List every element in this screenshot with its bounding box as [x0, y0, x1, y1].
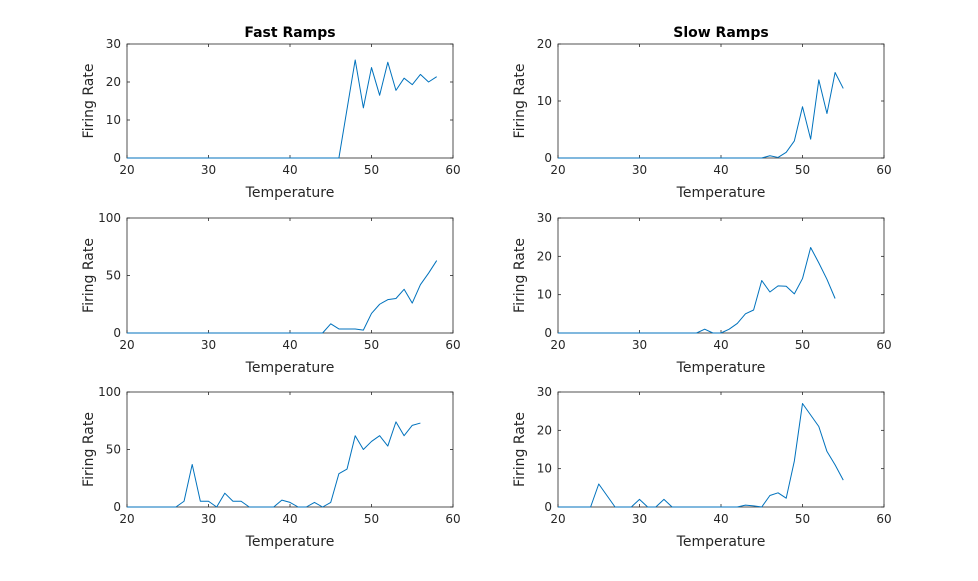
x-tick-label: 20	[119, 163, 134, 177]
y-tick-label: 0	[544, 151, 552, 165]
x-tick-label: 40	[282, 163, 297, 177]
y-axis-label: Firing Rate	[81, 238, 97, 313]
x-tick-label: 40	[713, 163, 728, 177]
x-tick-label: 60	[876, 512, 891, 526]
x-tick-label: 20	[550, 163, 565, 177]
x-tick-label: 40	[713, 338, 728, 352]
x-tick-label: 50	[795, 512, 810, 526]
x-axis-label: Temperature	[676, 185, 766, 201]
x-axis-label: Temperature	[245, 534, 335, 550]
x-tick-label: 30	[201, 338, 216, 352]
subplot-2: 20 30 40 50 60 0 10 20 Slow Ramps Temperature Firi…	[512, 25, 892, 201]
y-tick-label: 30	[106, 37, 121, 51]
axes-box	[557, 217, 885, 334]
x-tick-label: 40	[713, 512, 728, 526]
x-tick-label: 50	[795, 163, 810, 177]
x-tick-label: 50	[364, 338, 379, 352]
x-tick-label: 30	[632, 163, 647, 177]
y-tick-label: 30	[537, 385, 552, 399]
x-tick-label: 50	[364, 512, 379, 526]
y-tick-label: 10	[106, 113, 121, 127]
y-axis-label: Firing Rate	[81, 412, 97, 487]
axes-box	[126, 217, 454, 334]
y-axis-label: Firing Rate	[512, 238, 528, 313]
y-axis-label: Firing Rate	[81, 64, 97, 139]
x-tick-label: 60	[445, 512, 460, 526]
x-axis-label: Temperature	[676, 360, 766, 376]
axes-box	[126, 391, 454, 508]
y-axis-label: Firing Rate	[512, 64, 528, 139]
x-tick-label: 50	[364, 163, 379, 177]
series-line-1	[558, 72, 844, 159]
x-tick-label: 40	[282, 338, 297, 352]
subplot-1: 20 30 40 50 60 0 10 20 30 Fast Ramps Temperature Fi…	[81, 25, 461, 201]
y-axis-label: Firing Rate	[512, 412, 528, 487]
x-tick-label: 20	[550, 512, 565, 526]
y-tick-label: 0	[113, 326, 121, 340]
y-tick-label: 10	[537, 288, 552, 302]
axes-box	[126, 43, 454, 159]
series-line-1	[558, 403, 844, 508]
x-tick-label: 30	[201, 512, 216, 526]
axes-box	[557, 43, 885, 159]
x-tick-label: 40	[282, 512, 297, 526]
x-axis-label: Temperature	[245, 185, 335, 201]
x-tick-label: 20	[119, 338, 134, 352]
x-tick-label: 60	[876, 338, 891, 352]
y-tick-label: 10	[537, 462, 552, 476]
chart-title: Slow Ramps	[673, 25, 768, 41]
x-axis-label: Temperature	[245, 360, 335, 376]
x-tick-label: 30	[632, 338, 647, 352]
y-tick-label: 100	[98, 211, 121, 225]
y-tick-label: 0	[544, 326, 552, 340]
y-tick-label: 0	[544, 500, 552, 514]
x-tick-label: 60	[445, 163, 460, 177]
subplot-3: 20 30 40 50 60 0 50 100 Temperature Firing Rate	[81, 211, 461, 376]
subplot-6: 20 30 40 50 60 0 10 20 30 Temperature Firing Rate	[512, 385, 892, 550]
x-tick-label: 50	[795, 338, 810, 352]
series-line-1	[127, 421, 421, 508]
subplot-4: 20 30 40 50 60 0 10 20 30 Temperature Firing Rate	[512, 211, 892, 376]
series-line-1	[558, 247, 836, 334]
x-tick-label: 60	[445, 338, 460, 352]
y-tick-label: 20	[537, 423, 552, 437]
x-tick-label: 30	[632, 512, 647, 526]
y-tick-label: 50	[106, 443, 121, 457]
x-axis-label: Temperature	[676, 534, 766, 550]
x-tick-label: 20	[119, 512, 134, 526]
y-tick-label: 20	[537, 37, 552, 51]
y-tick-label: 10	[537, 94, 552, 108]
axes-box	[557, 391, 885, 508]
series-line-1	[127, 59, 437, 159]
y-tick-label: 30	[537, 211, 552, 225]
subplot-5: 20 30 40 50 60 0 50 100 Temperature Firing Rate	[81, 385, 461, 550]
y-tick-label: 20	[537, 249, 552, 263]
x-tick-label: 60	[876, 163, 891, 177]
y-tick-label: 50	[106, 269, 121, 283]
y-tick-label: 0	[113, 500, 121, 514]
y-tick-label: 100	[98, 385, 121, 399]
y-tick-label: 0	[113, 151, 121, 165]
chart-title: Fast Ramps	[244, 25, 335, 41]
x-tick-label: 20	[550, 338, 565, 352]
series-line-1	[127, 260, 438, 334]
y-tick-label: 20	[106, 75, 121, 89]
x-tick-label: 30	[201, 163, 216, 177]
